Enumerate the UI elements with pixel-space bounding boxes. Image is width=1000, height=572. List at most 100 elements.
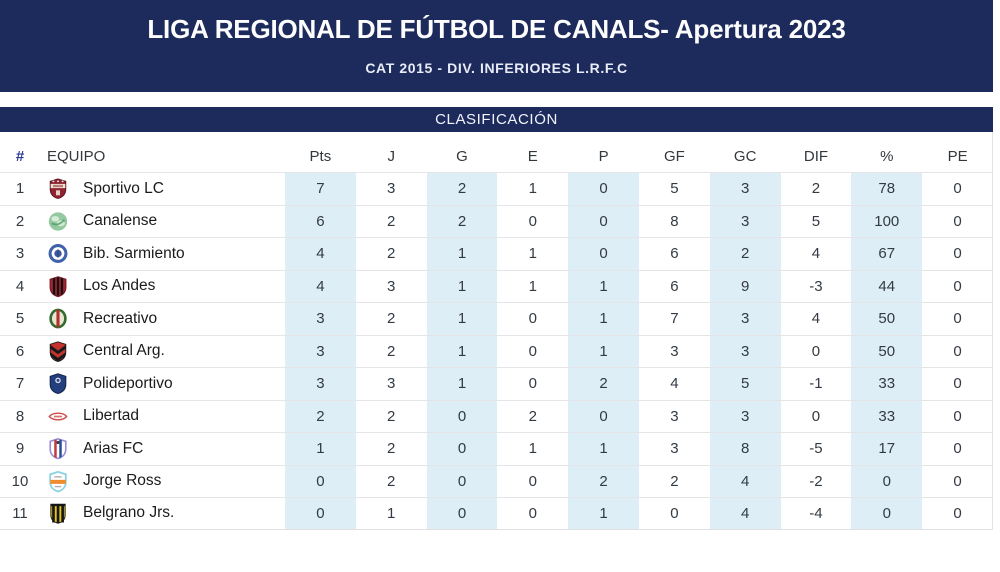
cell-e: 2 bbox=[528, 407, 537, 425]
cell-j: 2 bbox=[387, 212, 396, 230]
column-header-gc: GC bbox=[733, 148, 757, 165]
cell-j: 2 bbox=[387, 407, 396, 425]
cell-pe: 0 bbox=[953, 212, 962, 230]
cell-g: 1 bbox=[426, 270, 498, 302]
cell-dif: -2 bbox=[809, 472, 823, 490]
bib-sarmiento-crest-icon bbox=[47, 242, 69, 266]
cell-dif: 4 bbox=[811, 310, 821, 328]
cell-e: 0 bbox=[528, 504, 537, 522]
cell-p: 1 bbox=[568, 498, 639, 529]
cell-position: 7 bbox=[15, 375, 25, 393]
sportivo-lc-crest-icon bbox=[47, 177, 69, 201]
team-name: Sportivo LC bbox=[83, 179, 164, 197]
cell-pe: 0 bbox=[953, 440, 962, 458]
team-name: Bib. Sarmiento bbox=[83, 244, 185, 262]
cell-pts: 4 bbox=[285, 270, 356, 302]
cell-gf: 3 bbox=[670, 440, 679, 458]
cell-dif: -1 bbox=[809, 375, 823, 393]
table-row: 1 Sportivo LC 7 3 2 1 0 5 3 2 78 0 bbox=[0, 172, 992, 205]
cell-pe: 0 bbox=[953, 375, 962, 393]
libertad-crest-icon bbox=[47, 404, 69, 428]
page-subtitle: CAT 2015 - DIV. INFERIORES L.R.F.C bbox=[365, 60, 628, 76]
cell-p: 0 bbox=[568, 238, 639, 270]
column-header-dif: DIF bbox=[803, 148, 829, 165]
cell-pts: 0 bbox=[285, 465, 356, 497]
cell-j: 2 bbox=[387, 342, 396, 360]
column-header-e: E bbox=[527, 148, 538, 165]
cell-pct: 50 bbox=[851, 335, 923, 367]
cell-team: Belgrano Jrs. bbox=[40, 498, 285, 529]
cell-pts: 6 bbox=[285, 205, 356, 237]
cell-gf: 3 bbox=[670, 342, 679, 360]
cell-g: 1 bbox=[426, 368, 498, 400]
cell-gc: 9 bbox=[709, 270, 781, 302]
column-header-pct: % bbox=[880, 148, 894, 165]
table-row: 2 Canalense 6 2 2 0 0 8 3 5 100 0 bbox=[0, 204, 992, 237]
cell-team: Sportivo LC bbox=[40, 173, 285, 205]
cell-position: 11 bbox=[12, 504, 28, 522]
cell-pts: 0 bbox=[285, 498, 356, 529]
cell-team: Libertad bbox=[40, 401, 285, 433]
cell-gf: 2 bbox=[670, 472, 679, 490]
cell-gc: 3 bbox=[709, 205, 781, 237]
cell-p: 1 bbox=[568, 270, 639, 302]
section-label: CLASIFICACIÓN bbox=[435, 111, 558, 128]
cell-g: 0 bbox=[426, 498, 498, 529]
cell-dif: -4 bbox=[809, 504, 823, 522]
cell-pe: 0 bbox=[953, 504, 962, 522]
column-header-p: P bbox=[598, 148, 609, 165]
cell-p: 1 bbox=[568, 303, 639, 335]
column-header-gf: GF bbox=[663, 148, 685, 165]
band-separator bbox=[0, 92, 1000, 107]
cell-p: 0 bbox=[568, 173, 639, 205]
recreativo-crest-icon bbox=[47, 307, 69, 331]
cell-pct: 33 bbox=[851, 368, 923, 400]
cell-position: 4 bbox=[15, 277, 25, 295]
table-row: 9 Arias FC 1 2 0 1 1 3 8 -5 17 0 bbox=[0, 432, 992, 465]
los-andes-crest-icon bbox=[47, 274, 69, 298]
cell-pe: 0 bbox=[953, 180, 962, 198]
cell-team: Arias FC bbox=[40, 433, 285, 465]
cell-position: 10 bbox=[11, 472, 29, 490]
cell-pts: 7 bbox=[285, 173, 356, 205]
column-header-pe: PE bbox=[947, 148, 968, 165]
cell-g: 0 bbox=[426, 465, 498, 497]
cell-position: 2 bbox=[15, 212, 25, 230]
cell-gf: 7 bbox=[670, 310, 679, 328]
team-name: Polideportivo bbox=[83, 374, 173, 392]
team-name: Recreativo bbox=[83, 309, 158, 327]
cell-pts: 1 bbox=[285, 433, 356, 465]
cell-position: 6 bbox=[15, 342, 25, 360]
cell-gc: 5 bbox=[709, 368, 781, 400]
cell-pts: 2 bbox=[285, 400, 356, 432]
column-header-g: G bbox=[456, 148, 468, 165]
cell-dif: -5 bbox=[809, 440, 823, 458]
cell-gc: 4 bbox=[709, 465, 781, 497]
team-name: Los Andes bbox=[83, 277, 156, 295]
cell-position: 8 bbox=[15, 407, 25, 425]
cell-gf: 4 bbox=[670, 375, 679, 393]
cell-g: 1 bbox=[426, 335, 498, 367]
cell-pe: 0 bbox=[953, 472, 962, 490]
cell-p: 1 bbox=[568, 433, 639, 465]
cell-pct: 50 bbox=[851, 303, 923, 335]
central-arg-crest-icon bbox=[47, 339, 69, 363]
cell-j: 2 bbox=[387, 472, 396, 490]
cell-pe: 0 bbox=[953, 277, 962, 295]
cell-team: Central Arg. bbox=[40, 336, 285, 368]
cell-gf: 6 bbox=[670, 277, 679, 295]
column-header-pts: Pts bbox=[309, 148, 332, 165]
cell-g: 2 bbox=[426, 173, 498, 205]
cell-gf: 0 bbox=[670, 504, 679, 522]
table-row: 7 Polideportivo 3 3 1 0 2 4 5 -1 33 0 bbox=[0, 367, 992, 400]
section-bar: CLASIFICACIÓN bbox=[0, 107, 993, 132]
team-name: Central Arg. bbox=[83, 342, 165, 360]
cell-pct: 0 bbox=[851, 498, 923, 529]
jorge-ross-crest-icon bbox=[47, 469, 69, 493]
cell-dif: 0 bbox=[811, 342, 821, 360]
cell-gc: 3 bbox=[709, 303, 781, 335]
cell-dif: -3 bbox=[809, 277, 823, 295]
cell-team: Bib. Sarmiento bbox=[40, 238, 285, 270]
cell-team: Polideportivo bbox=[40, 368, 285, 400]
